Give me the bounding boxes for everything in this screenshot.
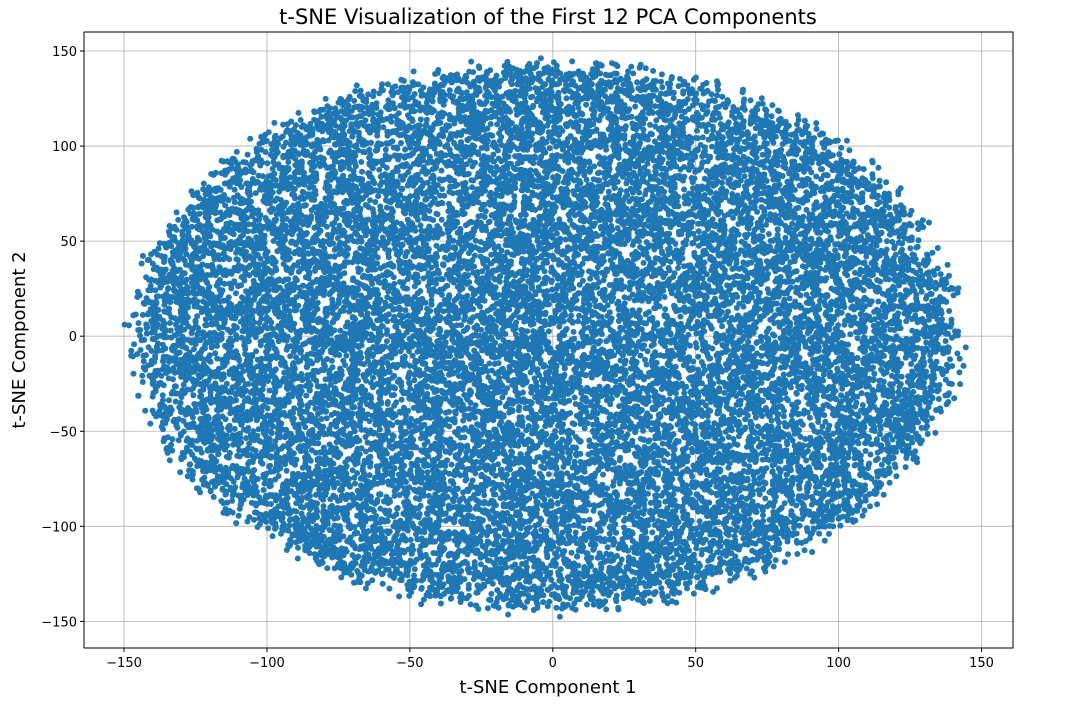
scatter-point <box>794 551 800 557</box>
scatter-point <box>327 527 333 533</box>
scatter-point <box>615 225 621 231</box>
scatter-point <box>165 285 171 291</box>
scatter-point <box>771 564 777 570</box>
scatter-point <box>929 388 935 394</box>
scatter-point <box>167 320 173 326</box>
scatter-point <box>907 245 913 251</box>
scatter-point <box>347 94 353 100</box>
scatter-point <box>691 591 697 597</box>
scatter-point <box>367 472 373 478</box>
scatter-point <box>616 318 622 324</box>
scatter-point <box>863 448 869 454</box>
scatter-point <box>286 523 292 529</box>
scatter-point <box>189 452 195 458</box>
scatter-point <box>916 237 922 243</box>
scatter-point <box>212 350 218 356</box>
scatter-point <box>270 166 276 172</box>
scatter-point <box>439 217 445 223</box>
scatter-point <box>805 448 811 454</box>
scatter-point <box>546 471 552 477</box>
scatter-point <box>242 398 248 404</box>
scatter-point <box>438 601 444 607</box>
scatter-point <box>264 160 270 166</box>
scatter-point <box>643 65 649 71</box>
scatter-point <box>442 255 448 261</box>
scatter-point <box>538 55 544 61</box>
scatter-point <box>658 79 664 85</box>
scatter-point <box>319 416 325 422</box>
scatter-point <box>769 469 775 475</box>
scatter-point <box>696 228 702 234</box>
scatter-point <box>368 140 374 146</box>
scatter-point <box>719 323 725 329</box>
scatter-point <box>659 71 665 77</box>
scatter-point <box>881 492 887 498</box>
scatter-point <box>573 607 579 613</box>
scatter-point <box>887 480 893 486</box>
scatter-point <box>271 120 277 126</box>
scatter-point <box>323 96 329 102</box>
scatter-point <box>295 545 301 551</box>
scatter-point <box>814 126 820 132</box>
scatter-point <box>695 354 701 360</box>
scatter-point <box>166 397 172 403</box>
scatter-point <box>903 464 909 470</box>
scatter-point <box>487 219 493 225</box>
scatter-point <box>284 468 290 474</box>
scatter-point <box>879 462 885 468</box>
scatter-point <box>306 251 312 257</box>
scatter-point <box>569 58 575 64</box>
scatter-point <box>822 538 828 544</box>
scatter-point <box>648 427 654 433</box>
chart-title: t-SNE Visualization of the First 12 PCA … <box>279 5 817 29</box>
scatter-point <box>233 520 239 526</box>
scatter-point <box>809 549 815 555</box>
scatter-point <box>542 268 548 274</box>
scatter-point <box>709 346 715 352</box>
scatter-point <box>131 341 137 347</box>
scatter-point <box>769 102 775 108</box>
scatter-point <box>557 614 563 620</box>
scatter-point <box>660 441 666 447</box>
scatter-point <box>201 181 207 187</box>
scatter-point <box>546 301 552 307</box>
scatter-point <box>671 95 677 101</box>
scatter-point <box>638 353 644 359</box>
scatter-point <box>321 503 327 509</box>
scatter-point <box>681 187 687 193</box>
scatter-point <box>372 199 378 205</box>
scatter-point <box>468 59 474 65</box>
scatter-point <box>554 605 560 611</box>
scatter-point <box>643 320 649 326</box>
scatter-point <box>375 193 381 199</box>
scatter-point <box>957 381 963 387</box>
scatter-point <box>494 587 500 593</box>
scatter-point <box>411 68 417 74</box>
scatter-point <box>677 314 683 320</box>
scatter-point <box>795 399 801 405</box>
scatter-point <box>412 566 418 572</box>
scatter-point <box>477 296 483 302</box>
scatter-point <box>689 474 695 480</box>
scatter-point <box>617 455 623 461</box>
scatter-point <box>796 117 802 123</box>
